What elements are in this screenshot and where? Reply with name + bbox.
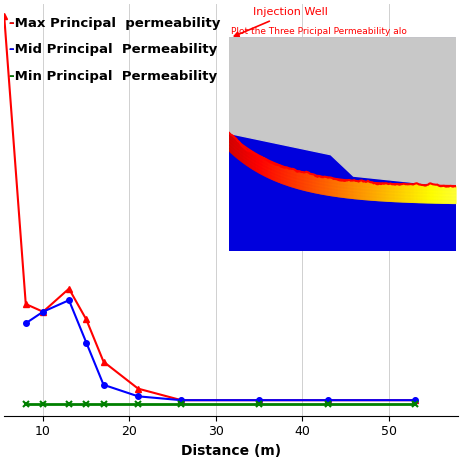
Text: Injection Well: Injection Well (234, 7, 328, 36)
Text: -: - (9, 43, 14, 56)
Text: -Max Principal  permeability: -Max Principal permeability (9, 17, 220, 30)
X-axis label: Distance (m): Distance (m) (181, 444, 281, 458)
Text: -Min Principal  Permeability: -Min Principal Permeability (9, 70, 217, 83)
Text: -: - (9, 17, 14, 30)
Text: Plot the Three Pricipal Permeability alo: Plot the Three Pricipal Permeability alo (231, 27, 407, 36)
Text: -: - (9, 70, 14, 83)
Text: -Mid Principal  Permeability: -Mid Principal Permeability (9, 43, 217, 56)
